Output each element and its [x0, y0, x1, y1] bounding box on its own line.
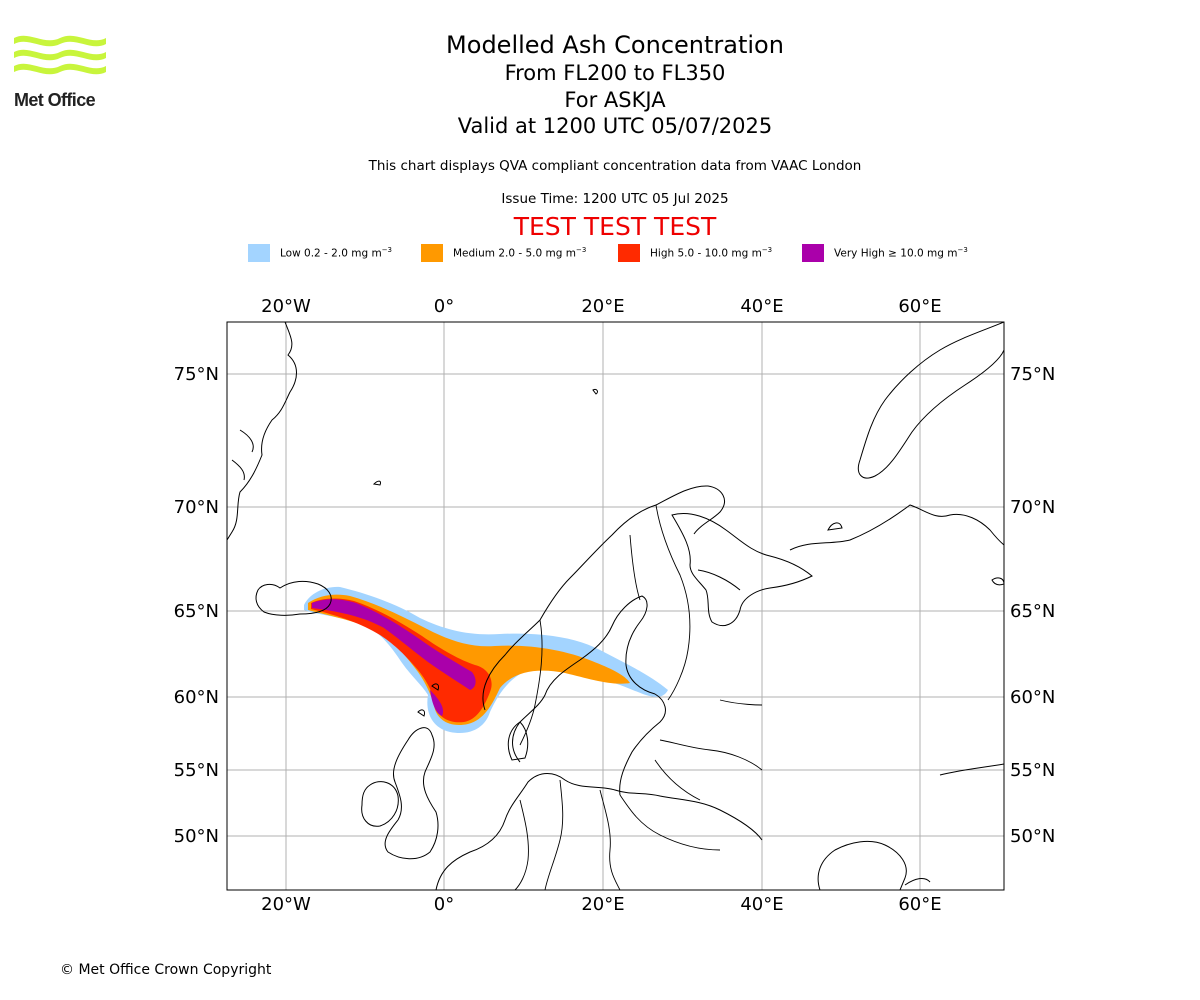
- lat-tick-right: 70°N: [1010, 497, 1055, 518]
- legend-unit-exponent: −3: [957, 246, 968, 254]
- lon-tick-bottom: 20°E: [581, 894, 624, 915]
- chart-title: Modelled Ash Concentration: [446, 31, 784, 59]
- lat-tick-left: 65°N: [174, 601, 219, 622]
- test-banner: TEST TEST TEST: [513, 212, 717, 241]
- valid-time-subtitle: Valid at 1200 UTC 05/07/2025: [457, 114, 773, 138]
- issue-time: Issue Time: 1200 UTC 05 Jul 2025: [501, 191, 729, 207]
- chart-description: This chart displays QVA compliant concen…: [368, 158, 862, 174]
- copyright-notice: © Met Office Crown Copyright: [60, 962, 272, 978]
- lon-tick-bottom: 20°W: [261, 894, 311, 915]
- top-lon-labels: 20°W 0° 20°E 40°E 60°E: [261, 296, 941, 317]
- legend-unit-exponent: −3: [761, 246, 773, 254]
- ash-very-high-region: [312, 599, 476, 690]
- logo-text: Met Office: [14, 90, 96, 110]
- legend-swatch-high: [618, 244, 640, 262]
- legend-label-medium: Medium 2.0 - 5.0 mg m: [453, 247, 576, 260]
- legend-unit-exponent: −3: [575, 246, 587, 254]
- lon-tick-bottom: 40°E: [740, 894, 783, 915]
- lat-tick-right: 75°N: [1010, 364, 1055, 385]
- ash-very-high-core: [430, 690, 444, 716]
- legend-unit-exponent: −3: [381, 246, 393, 254]
- legend-label-high: High 5.0 - 10.0 mg m: [650, 247, 762, 260]
- lon-tick-top: 40°E: [740, 296, 783, 317]
- legend-label-low: Low 0.2 - 2.0 mg m: [280, 247, 382, 260]
- lat-tick-left: 70°N: [174, 497, 219, 518]
- coastlines: [227, 322, 1004, 890]
- lon-tick-bottom: 60°E: [898, 894, 941, 915]
- legend-swatch-low: [248, 244, 270, 262]
- legend-swatch-medium: [421, 244, 443, 262]
- lat-tick-right: 65°N: [1010, 601, 1055, 622]
- lon-tick-top: 20°W: [261, 296, 311, 317]
- right-lat-labels: 75°N 70°N 65°N 60°N 55°N 50°N: [1010, 364, 1055, 847]
- lat-tick-left: 50°N: [174, 826, 219, 847]
- lat-tick-right: 60°N: [1010, 687, 1055, 708]
- map-area: [227, 322, 1004, 890]
- lat-tick-right: 55°N: [1010, 760, 1055, 781]
- volcano-subtitle: For ASKJA: [564, 87, 666, 112]
- flight-level-subtitle: From FL200 to FL350: [504, 61, 726, 85]
- met-office-logo: Met Office: [14, 30, 110, 112]
- legend-swatch-very-high: [802, 244, 824, 262]
- lat-tick-left: 75°N: [174, 364, 219, 385]
- map-frame: [226, 321, 1005, 891]
- met-office-waves-icon: [14, 35, 106, 75]
- lon-tick-top: 0°: [434, 296, 454, 317]
- lon-tick-top: 20°E: [581, 296, 624, 317]
- lon-tick-bottom: 0°: [434, 894, 454, 915]
- legend-label-very-high: Very High ≥ 10.0 mg m: [834, 247, 958, 260]
- ash-plume: [304, 586, 668, 734]
- chart-title-block: Modelled Ash Concentration From FL200 to…: [0, 30, 1200, 140]
- lon-tick-top: 60°E: [898, 296, 941, 317]
- lat-tick-left: 60°N: [174, 687, 219, 708]
- left-lat-labels: 75°N 70°N 65°N 60°N 55°N 50°N: [174, 364, 219, 847]
- ash-high-region: [311, 598, 492, 723]
- bottom-lon-labels: 20°W 0° 20°E 40°E 60°E: [261, 894, 941, 915]
- lat-tick-right: 50°N: [1010, 826, 1055, 847]
- country-borders: [514, 504, 763, 890]
- lat-tick-left: 55°N: [174, 760, 219, 781]
